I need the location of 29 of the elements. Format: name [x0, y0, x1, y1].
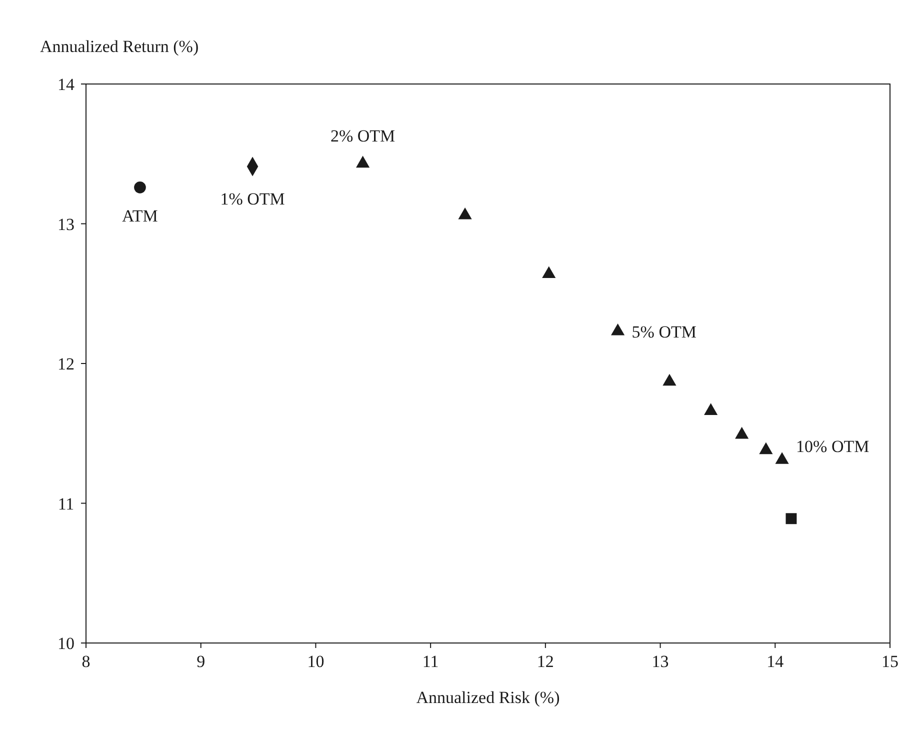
y-axis-title: Annualized Return (%)	[40, 37, 199, 56]
annotation: 1% OTM	[220, 189, 285, 208]
x-axis-title: Annualized Risk (%)	[416, 688, 560, 707]
point	[662, 374, 676, 386]
x-tick-label: 15	[882, 652, 898, 671]
point	[735, 426, 749, 439]
y-tick-label: 12	[58, 354, 74, 374]
x-tick-label: 14	[766, 652, 784, 671]
annotation: 5% OTM	[632, 322, 696, 342]
annotation: 2% OTM	[330, 126, 396, 146]
point	[759, 442, 773, 454]
point	[542, 266, 556, 278]
x-tick-label: 9	[196, 652, 206, 671]
point	[610, 324, 625, 336]
x-tick-label: 11	[422, 652, 439, 671]
y-tick-label: 11	[58, 494, 74, 514]
point	[458, 208, 472, 220]
x-tick-label: 8	[82, 652, 90, 671]
x-tick-label: 10	[307, 652, 324, 671]
point	[704, 403, 718, 415]
annotation: ATM	[122, 206, 158, 226]
y-tick-label: 14	[58, 75, 75, 94]
x-tick-label: 12	[536, 652, 554, 671]
point	[775, 452, 789, 464]
point	[356, 156, 370, 168]
annotation: 10% OTM	[796, 436, 870, 456]
y-tick-label: 13	[58, 214, 74, 234]
x-tick-label: 13	[652, 652, 669, 671]
y-tick-label: 10	[58, 634, 74, 653]
